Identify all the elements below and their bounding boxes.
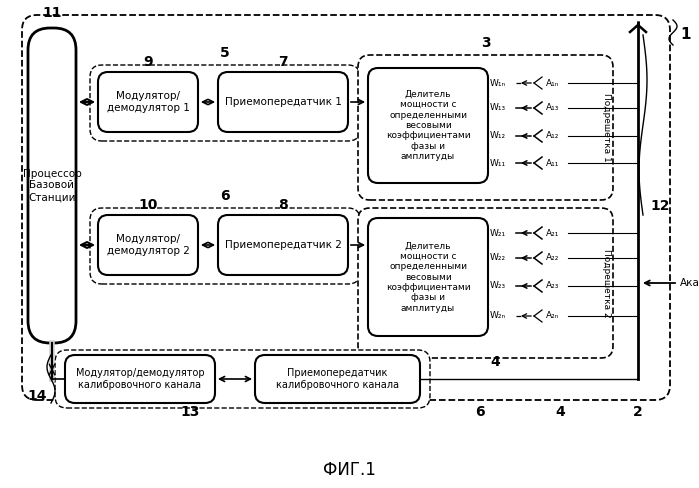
Text: W₁₃: W₁₃ [490,103,506,113]
Text: A₁ₙ: A₁ₙ [546,79,559,87]
Text: 8: 8 [278,198,288,212]
Text: 7: 7 [278,55,288,69]
Text: 1: 1 [680,27,691,42]
Text: 11: 11 [42,6,62,20]
Text: A₁₃: A₁₃ [546,103,559,113]
Text: Модулятор/демодулятор
калибровочного канала: Модулятор/демодулятор калибровочного кан… [75,368,204,390]
Text: 14: 14 [27,389,47,403]
Text: Модулятор/
демодулятор 1: Модулятор/ демодулятор 1 [106,91,189,113]
Text: Приемопередатчик
калибровочного канала: Приемопередатчик калибровочного канала [276,368,399,390]
Text: 6: 6 [475,405,485,419]
Text: Приемопередатчик 1: Приемопередатчик 1 [224,97,341,107]
Text: Подрешетка 2: Подрешетка 2 [602,249,610,317]
Text: Подрешетка 1: Подрешетка 1 [602,93,610,162]
Text: A₂₃: A₂₃ [546,282,559,290]
Text: Модулятор/
демодулятор 2: Модулятор/ демодулятор 2 [106,234,189,256]
Text: 4: 4 [491,355,500,369]
Text: 10: 10 [138,198,158,212]
Text: 13: 13 [180,405,200,419]
Text: 5: 5 [220,46,230,60]
Text: W₁ₙ: W₁ₙ [490,79,506,87]
Text: W₁₁: W₁₁ [490,159,506,167]
FancyBboxPatch shape [90,208,360,284]
FancyBboxPatch shape [358,208,613,358]
Text: 2: 2 [633,405,643,419]
Text: 3: 3 [481,36,490,50]
Text: Делитель
мощности с
определенными
весовыми
коэффициентами
фазы и
амплитуды: Делитель мощности с определенными весовы… [386,241,470,313]
Text: A₂₂: A₂₂ [546,253,559,263]
Text: Процессор
Базовой
Станции: Процессор Базовой Станции [22,169,81,202]
Text: 12: 12 [650,199,670,213]
FancyBboxPatch shape [98,215,198,275]
Text: 9: 9 [143,55,153,69]
FancyBboxPatch shape [358,55,613,200]
FancyBboxPatch shape [28,28,76,343]
FancyBboxPatch shape [218,215,348,275]
Text: W₂₁: W₂₁ [490,228,506,238]
Text: Делитель
мощности с
определенными
весовыми
коэффициентами
фазы и
амплитуды: Делитель мощности с определенными весовы… [386,90,470,161]
Text: W₂₃: W₂₃ [490,282,506,290]
Text: A₂ₙ: A₂ₙ [546,311,559,321]
Text: A₁₂: A₁₂ [546,131,559,141]
Text: W₂₂: W₂₂ [490,253,506,263]
FancyBboxPatch shape [368,218,488,336]
Text: W₁₂: W₁₂ [490,131,506,141]
FancyBboxPatch shape [98,72,198,132]
Text: Приемопередатчик 2: Приемопередатчик 2 [224,240,341,250]
FancyBboxPatch shape [55,350,430,408]
FancyBboxPatch shape [368,68,488,183]
FancyBboxPatch shape [22,15,670,400]
FancyBboxPatch shape [218,72,348,132]
Text: 4: 4 [555,405,565,419]
Text: ФИГ.1: ФИГ.1 [323,461,376,479]
FancyBboxPatch shape [90,65,360,141]
Text: W₂ₙ: W₂ₙ [490,311,506,321]
FancyBboxPatch shape [255,355,420,403]
Text: 6: 6 [220,189,230,203]
Text: A₁₁: A₁₁ [546,159,559,167]
Text: A₂₁: A₂₁ [546,228,559,238]
FancyBboxPatch shape [65,355,215,403]
Text: Aкал: Aкал [680,278,699,288]
